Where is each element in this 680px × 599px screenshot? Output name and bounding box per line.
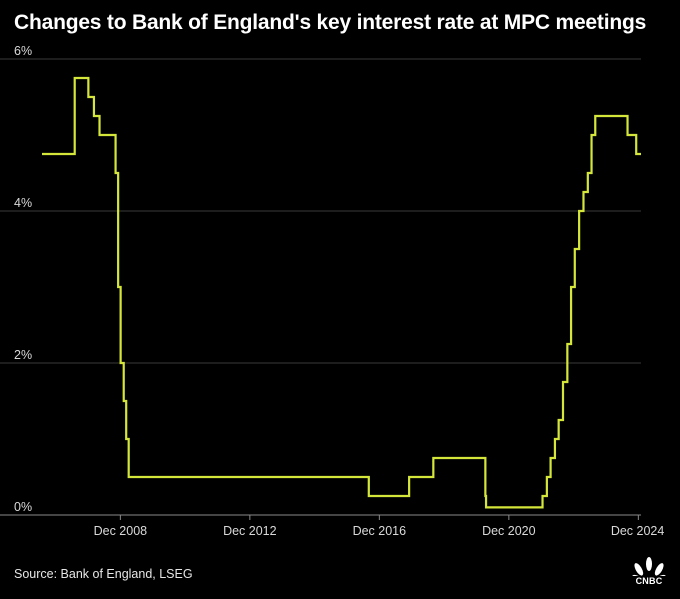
series xyxy=(42,76,641,509)
x-tick-label: Dec 2008 xyxy=(94,524,148,538)
line-chart: 0% 2% 4% 6% Dec 2008 Dec 2012 Dec 2016 Dec 2020… xyxy=(0,44,664,538)
source-note: Source: Bank of England, LSEG xyxy=(14,567,193,581)
chart-title: Changes to Bank of England's key interes… xyxy=(14,11,647,34)
y-tick-label: 6% xyxy=(14,44,32,58)
rate-series-line xyxy=(42,76,641,509)
x-tick-label: Dec 2016 xyxy=(353,524,407,538)
cnbc-logo: CNBC xyxy=(631,556,667,588)
axes: 0% 2% 4% 6% Dec 2008 Dec 2012 Dec 2016 Dec 2020… xyxy=(14,44,664,538)
gridlines xyxy=(0,58,641,516)
y-tick-label: 2% xyxy=(14,348,32,362)
peacock-icon xyxy=(632,557,666,584)
x-tick-label: Dec 2024 xyxy=(611,524,665,538)
y-tick-label: 4% xyxy=(14,196,32,210)
logo-text: CNBC xyxy=(635,576,663,586)
x-tick-label: Dec 2020 xyxy=(482,524,536,538)
y-tick-label: 0% xyxy=(14,500,32,514)
x-tick-label: Dec 2012 xyxy=(223,524,277,538)
